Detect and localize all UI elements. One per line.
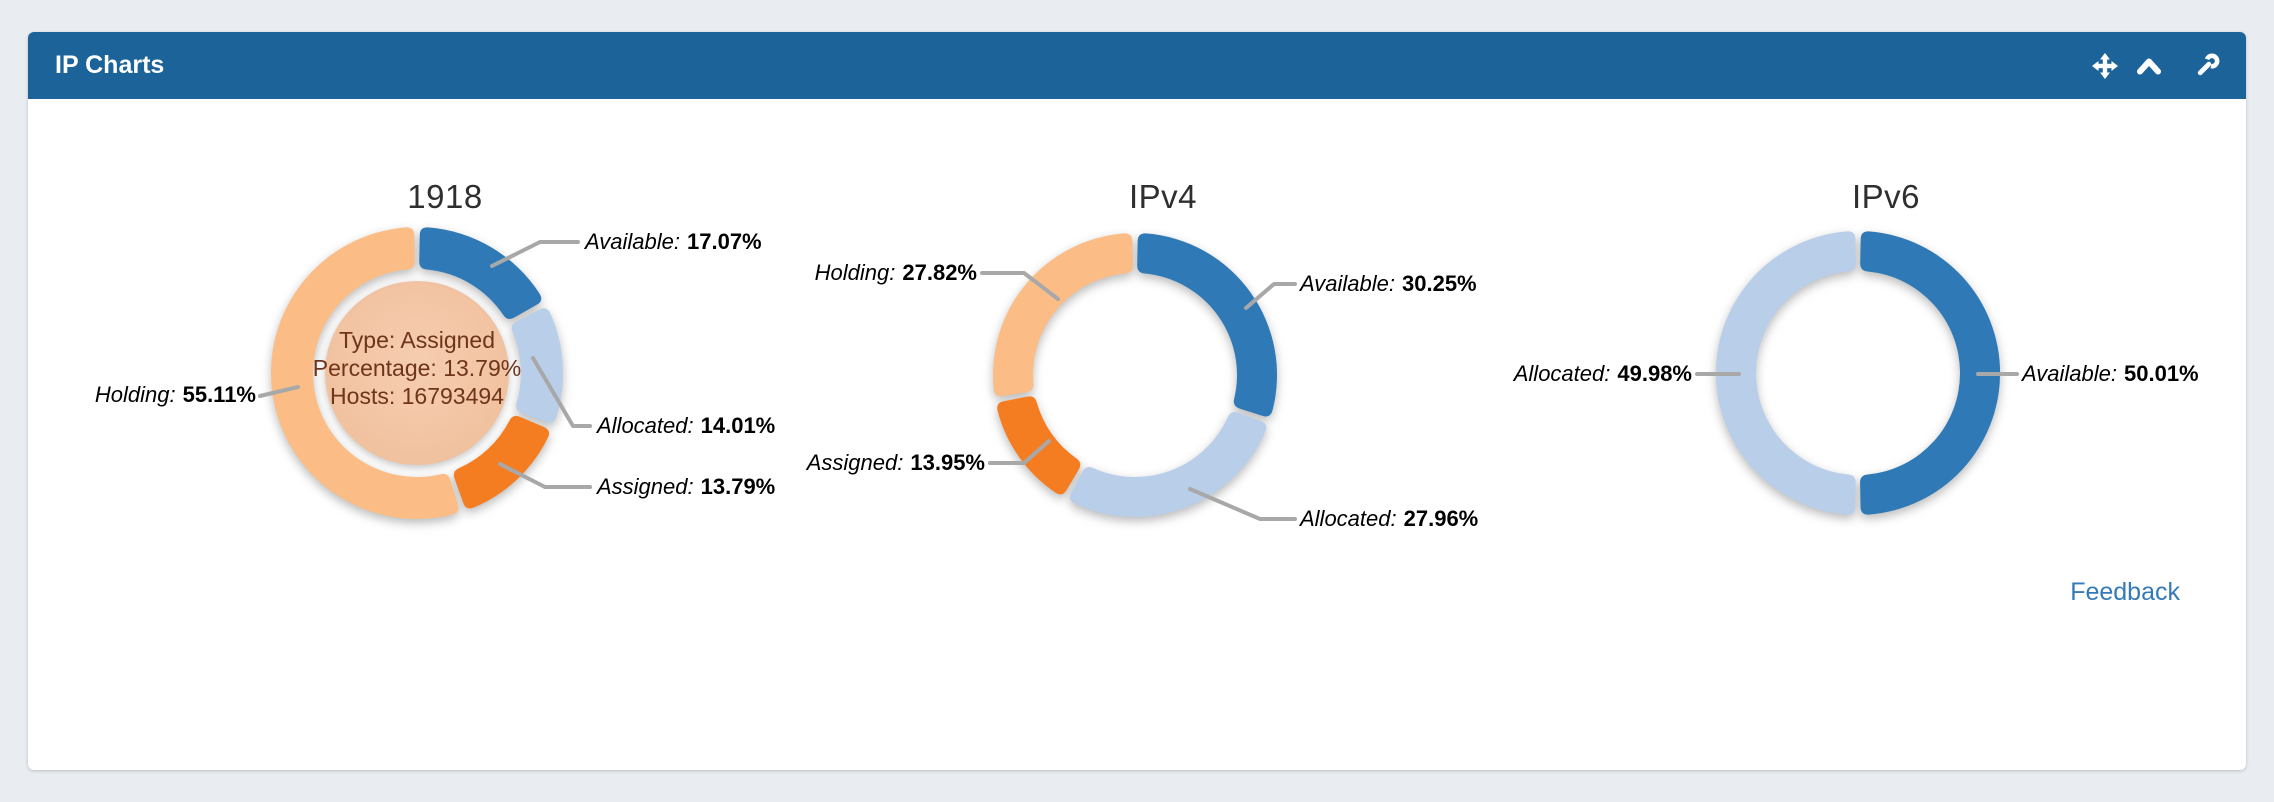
- move-icon[interactable]: [2090, 51, 2120, 81]
- slice-label-ipv4-available: Available: 30.25%: [1300, 271, 1477, 296]
- chart-title-ipv4: IPv4: [1128, 178, 1198, 215]
- slice-label-1918-assigned: Assigned: 13.79%: [597, 474, 776, 499]
- slice-label-1918-allocated: Allocated: 14.01%: [597, 413, 776, 438]
- slice-label-1918-available: Available: 17.07%: [585, 229, 762, 254]
- tooltip-line-hosts: Hosts: 16793494: [330, 383, 504, 409]
- collapse-up-icon[interactable]: [2134, 51, 2164, 81]
- slice-label-ipv4-allocated: Allocated: 27.96%: [1300, 506, 1479, 531]
- slice-label-ipv6-allocated: Allocated: 49.98%: [1513, 361, 1692, 386]
- slice-label-ipv4-assigned: Assigned: 13.95%: [806, 450, 985, 475]
- slice-label-ipv4-holding: Holding: 27.82%: [814, 260, 977, 285]
- panel-header-icons: [2090, 32, 2222, 99]
- chart-title-ipv6: IPv6: [1851, 178, 1921, 215]
- tooltip-line-percentage: Percentage: 13.79%: [312, 355, 522, 381]
- panel-header[interactable]: IP Charts: [28, 32, 2246, 99]
- tooltip-line-type: Type: Assigned: [339, 327, 495, 353]
- slice-label-ipv6-available: Available: 50.01%: [2022, 361, 2199, 386]
- feedback-link[interactable]: Feedback: [2070, 578, 2180, 606]
- chart-title-1918: 1918: [407, 178, 483, 215]
- donut-center-tooltip: Type: Assigned Percentage: 13.79% Hosts:…: [297, 326, 537, 410]
- slice-label-1918-holding: Holding: 55.11%: [94, 382, 256, 407]
- panel-title: IP Charts: [55, 51, 165, 79]
- wrench-icon[interactable]: [2192, 51, 2222, 81]
